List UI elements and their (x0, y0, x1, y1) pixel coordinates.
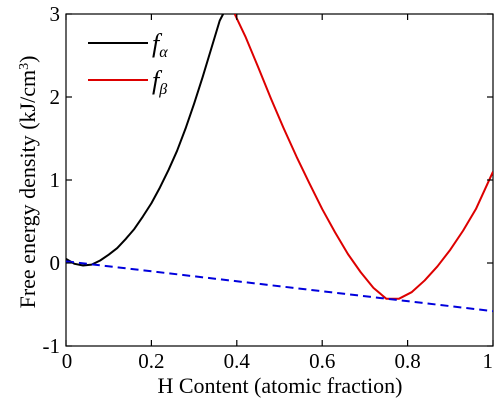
legend-label-beta: fβ (152, 66, 167, 98)
x-tick-label: 0.2 (138, 349, 164, 373)
y-tick-label: 1 (50, 168, 61, 192)
axes-frame (65, 13, 494, 347)
x-tick-label: 0 (62, 349, 73, 373)
y-tick-label: 0 (50, 251, 61, 275)
y-axis-title: Free energy density (kJ/cm3) (15, 56, 40, 309)
x-tick-labels: 0 0.2 0.4 0.6 0.8 1 (62, 349, 493, 373)
legend-label-alpha-main: f (152, 29, 163, 58)
y-axis-title-end: ) (15, 56, 40, 63)
plot-curves (66, 14, 493, 313)
legend-label-alpha-sub: α (159, 44, 168, 61)
y-tick-labels: -1 0 1 2 3 (43, 2, 61, 358)
axis-ticks (65, 13, 494, 347)
x-axis-title: H Content (atomic fraction) (158, 373, 403, 398)
x-tick-label: 0.8 (394, 349, 420, 373)
x-tick-label: 0.6 (309, 349, 335, 373)
curve-f-beta (233, 14, 493, 300)
legend-label-alpha: fα (152, 29, 168, 61)
curve-common-tangent (66, 260, 493, 313)
y-tick-label: 3 (50, 2, 61, 26)
legend-label-beta-sub: β (158, 81, 167, 98)
legend-label-beta-main: f (152, 66, 163, 95)
y-axis-title-main: Free energy density (kJ/cm (15, 70, 40, 308)
y-tick-label: -1 (43, 334, 61, 358)
y-tick-label: 2 (50, 85, 61, 109)
x-tick-label: 0.4 (224, 349, 251, 373)
curve-f-alpha (66, 14, 225, 267)
y-axis-title-sup: 3 (17, 63, 32, 70)
x-tick-label: 1 (483, 349, 494, 373)
legend: fα fβ (88, 29, 168, 98)
plot-frame (65, 13, 494, 347)
